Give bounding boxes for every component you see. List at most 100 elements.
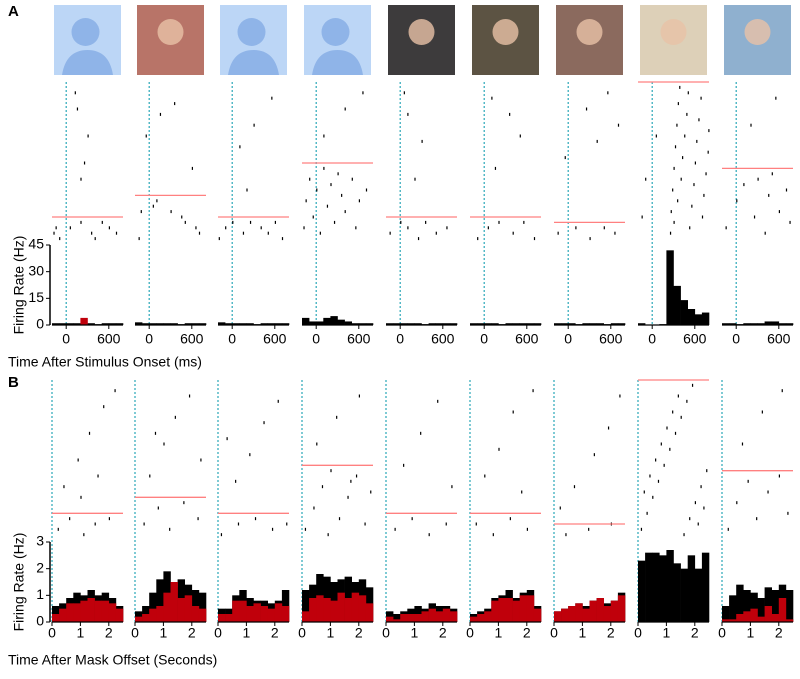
spike	[169, 527, 171, 531]
x-tick-label: 2	[439, 625, 447, 641]
x-tick-label: 600	[599, 331, 623, 347]
spike	[677, 199, 679, 203]
spike	[336, 415, 338, 419]
histogram-bar	[435, 323, 444, 325]
spike	[235, 479, 237, 483]
spike	[666, 426, 668, 430]
spike	[313, 506, 315, 510]
x-axis-label: Time After Mask Offset (Seconds)	[8, 652, 217, 668]
x-tick-label: 0	[550, 625, 558, 641]
spike	[267, 231, 269, 235]
x-tick-label: 600	[180, 331, 204, 347]
histogram-bar	[149, 323, 157, 325]
histogram-bar-red	[743, 611, 751, 622]
histogram-bar-red	[596, 598, 604, 622]
x-tick-label: 0	[396, 331, 404, 347]
spike	[59, 237, 61, 241]
spike	[83, 533, 85, 537]
histogram-bar	[115, 323, 124, 325]
spike	[589, 237, 591, 241]
histogram-bar-red	[414, 614, 422, 622]
x-tick-label: 2	[188, 625, 196, 641]
silhouette-head	[237, 18, 266, 46]
spike	[446, 226, 448, 230]
spike	[701, 215, 704, 219]
spike	[686, 112, 688, 116]
spike	[77, 458, 79, 462]
spike	[674, 431, 677, 435]
histogram-bar-red	[66, 603, 74, 622]
spike	[526, 527, 528, 531]
spike	[689, 226, 691, 230]
histogram-bar-red	[575, 603, 583, 622]
spike	[641, 215, 643, 219]
histogram-bar-red	[477, 614, 485, 622]
histogram-bar-red	[191, 606, 200, 622]
spike	[492, 533, 494, 537]
spike	[674, 145, 677, 149]
histogram-bar-red	[260, 606, 268, 622]
histogram-bar	[260, 323, 268, 325]
x-tick-label: 1	[495, 625, 503, 641]
y-tick-label: 1	[36, 586, 44, 602]
histogram-bar-red	[400, 614, 408, 622]
spike	[741, 442, 744, 446]
histogram-bar	[750, 323, 758, 325]
histogram-bar-red	[771, 614, 780, 622]
spike	[232, 220, 234, 224]
spike	[708, 129, 710, 133]
x-tick-label: 2	[271, 625, 279, 641]
spike	[603, 226, 605, 230]
spike	[649, 474, 651, 478]
spike	[756, 517, 758, 521]
spike	[149, 474, 151, 478]
histogram-bar	[764, 321, 772, 325]
spike	[607, 426, 610, 430]
spike	[677, 102, 679, 106]
histogram-bar-red	[449, 611, 458, 622]
histogram-bar-red	[309, 598, 317, 622]
spike	[249, 220, 252, 224]
histogram-bar-red	[239, 600, 247, 622]
histogram-bar	[764, 587, 772, 622]
spike	[676, 123, 678, 127]
spike	[309, 177, 311, 181]
histogram-bar-red	[512, 600, 520, 622]
x-tick-label: 600	[347, 331, 371, 347]
histogram-bar-red	[101, 600, 110, 622]
spike	[312, 215, 314, 219]
histogram-bar-red	[617, 595, 626, 622]
histogram-bar	[701, 312, 710, 325]
histogram-bar	[673, 285, 681, 325]
histogram-bar-red	[568, 606, 576, 622]
histogram-bar-red	[610, 600, 619, 622]
spike	[55, 226, 57, 230]
spike	[156, 199, 158, 203]
histogram-bar	[666, 550, 674, 622]
spike	[585, 107, 588, 111]
histogram-bar-red	[184, 595, 193, 622]
x-tick-label: 1	[411, 625, 419, 641]
spike	[679, 85, 681, 89]
histogram-bar-red	[603, 606, 612, 622]
spike	[260, 226, 262, 230]
spike	[523, 220, 525, 224]
spike	[435, 231, 437, 235]
histogram-bar	[108, 323, 117, 325]
spike	[304, 527, 307, 531]
silhouette-body	[62, 50, 113, 75]
spike	[400, 220, 402, 224]
histogram-bar	[393, 323, 401, 325]
spike	[680, 415, 682, 419]
silhouette-head	[321, 18, 350, 46]
histogram-bar-red	[386, 616, 394, 622]
spike	[57, 527, 59, 531]
histogram-bar-red	[149, 608, 157, 622]
histogram-bar	[589, 323, 597, 325]
histogram-bar	[218, 322, 226, 325]
x-tick-label: 1	[747, 625, 755, 641]
histogram-bar-red	[163, 592, 171, 622]
histogram-bar	[386, 611, 394, 622]
histogram-bar	[743, 590, 751, 622]
